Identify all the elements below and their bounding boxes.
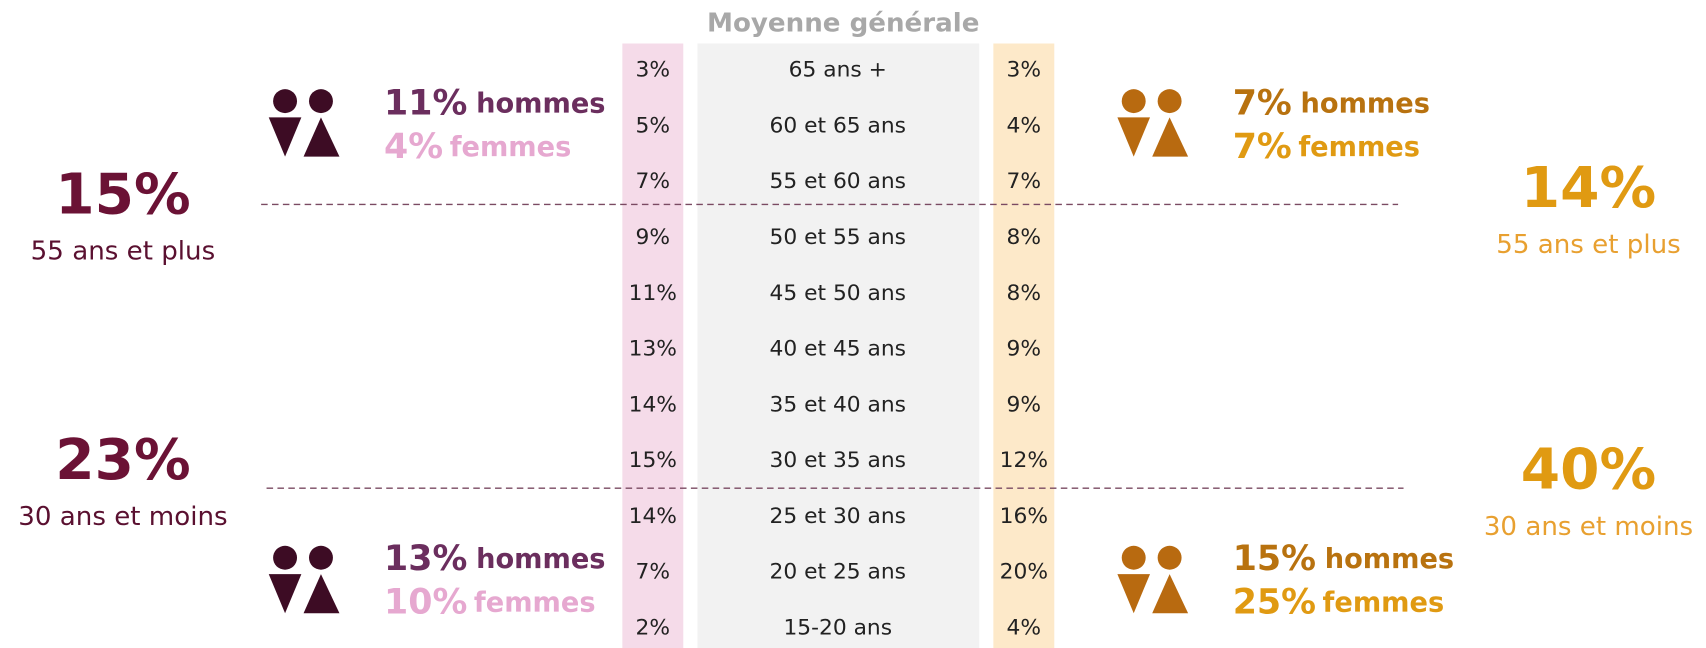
summary-label: 30 ans et moins: [18, 502, 227, 532]
left-pct: 3%: [636, 58, 671, 83]
women-label: femmes: [450, 131, 572, 162]
right-pct: 9%: [1007, 337, 1042, 362]
people-icon: [1117, 89, 1189, 157]
left-pct: 14%: [629, 504, 677, 529]
people-icon: [268, 545, 340, 614]
women-label: femmes: [474, 587, 596, 618]
left-pct: 11%: [629, 281, 677, 306]
men-pct: 11%: [384, 83, 467, 123]
people-icon: [1117, 545, 1189, 614]
summary-value: 40%: [1521, 438, 1656, 503]
women-pct: 10%: [384, 582, 467, 622]
age-label: 40 et 45 ans: [770, 337, 907, 362]
women-line: 7% femmes: [1233, 127, 1420, 167]
women-line: 10% femmes: [384, 582, 595, 622]
woman-body: [1152, 117, 1189, 157]
man-body: [1117, 117, 1151, 157]
woman-body: [303, 574, 340, 614]
people-icon: [268, 89, 340, 157]
women-line: 25% femmes: [1233, 582, 1444, 622]
left-pct: 7%: [636, 560, 671, 585]
age-label: 55 et 60 ans: [770, 169, 907, 194]
summary-value: 23%: [55, 428, 190, 493]
age-label: 20 et 25 ans: [770, 560, 907, 585]
summary-label: 55 ans et plus: [1496, 230, 1681, 260]
right-column-bg: [993, 43, 1055, 648]
man-body: [268, 117, 302, 157]
age-column-bg: [697, 43, 980, 648]
women-label: femmes: [1323, 587, 1445, 618]
left-pct: 14%: [629, 392, 677, 417]
women-label: femmes: [1298, 131, 1420, 162]
left-pct: 13%: [629, 337, 677, 362]
right-pct: 7%: [1007, 169, 1042, 194]
men-label: hommes: [1301, 88, 1430, 119]
left-pct: 9%: [636, 225, 671, 250]
man-head: [1121, 545, 1146, 570]
woman-head: [1157, 89, 1182, 114]
women-pct: 25%: [1233, 582, 1316, 622]
right-pct: 8%: [1007, 281, 1042, 306]
right-pct: 12%: [1000, 448, 1048, 473]
men-pct: 13%: [384, 539, 467, 579]
age-label: 60 et 65 ans: [770, 113, 907, 138]
men-pct: 7%: [1233, 83, 1292, 123]
summary-value: 15%: [55, 163, 190, 228]
men-label: hommes: [476, 543, 605, 574]
woman-head: [308, 89, 333, 114]
men-line: 13% hommes: [384, 539, 605, 579]
left-pct: 15%: [629, 448, 677, 473]
right-pct: 20%: [1000, 560, 1048, 585]
left-pct: 7%: [636, 169, 671, 194]
man-head: [273, 545, 298, 570]
man-body: [1117, 574, 1151, 614]
man-head: [1121, 89, 1146, 114]
age-label: 35 et 40 ans: [770, 392, 907, 417]
women-pct: 4%: [384, 127, 443, 167]
age-label: 50 et 55 ans: [770, 225, 907, 250]
age-label: 30 et 35 ans: [770, 448, 907, 473]
women-pct: 7%: [1233, 127, 1292, 167]
woman-body: [303, 117, 340, 157]
woman-head: [1157, 545, 1182, 570]
age-label: 25 et 30 ans: [770, 504, 907, 529]
left-column-bg: [622, 43, 684, 648]
man-head: [273, 89, 298, 114]
right-pct: 4%: [1007, 615, 1042, 640]
right-pct: 8%: [1007, 225, 1042, 250]
age-label: 65 ans +: [789, 58, 887, 83]
women-line: 4% femmes: [384, 127, 571, 167]
men-line: 7% hommes: [1233, 83, 1430, 123]
left-pct: 5%: [636, 113, 671, 138]
right-pct: 9%: [1007, 392, 1042, 417]
age-label: 45 et 50 ans: [770, 281, 907, 306]
left-pct: 2%: [636, 615, 671, 640]
men-label: hommes: [1325, 543, 1454, 574]
right-pct: 4%: [1007, 113, 1042, 138]
men-label: hommes: [476, 88, 605, 119]
right-pct: 16%: [1000, 504, 1048, 529]
title: Moyenne générale: [707, 8, 979, 38]
woman-body: [1152, 574, 1189, 614]
summary-label: 30 ans et moins: [1484, 512, 1693, 542]
right-pct: 3%: [1007, 58, 1042, 83]
men-line: 15% hommes: [1233, 539, 1454, 579]
men-line: 11% hommes: [384, 83, 605, 123]
woman-head: [308, 545, 333, 570]
summary-value: 14%: [1521, 156, 1656, 221]
summary-label: 55 ans et plus: [31, 237, 216, 267]
age-label: 15-20 ans: [783, 615, 892, 640]
men-pct: 15%: [1233, 539, 1316, 579]
man-body: [268, 574, 302, 614]
